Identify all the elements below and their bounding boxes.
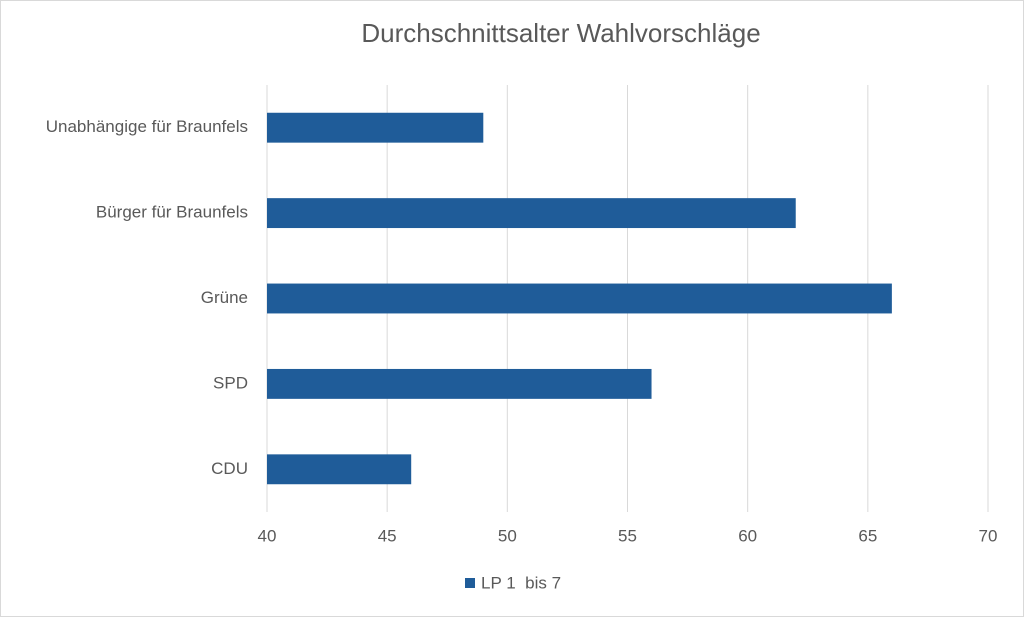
x-tick-label: 70: [979, 526, 998, 545]
x-tick-label: 40: [258, 526, 277, 545]
legend-swatch: [465, 578, 475, 588]
bar: [267, 454, 412, 485]
x-tick-label: 65: [858, 526, 877, 545]
y-tick-label: CDU: [211, 459, 248, 478]
chart-title: Durchschnittsalter Wahlvorschläge: [361, 18, 760, 48]
x-tick-label: 50: [498, 526, 517, 545]
bar: [267, 368, 652, 399]
legend-label: LP 1 bis 7: [481, 573, 561, 592]
y-tick-label: Unabhängige für Braunfels: [46, 117, 248, 136]
y-tick-label: Grüne: [201, 288, 248, 307]
x-tick-label: 60: [738, 526, 757, 545]
y-tick-label: SPD: [213, 373, 248, 392]
bar: [267, 198, 796, 229]
x-tick-label: 55: [618, 526, 637, 545]
y-tick-label: Bürger für Braunfels: [96, 203, 248, 222]
bar: [267, 112, 484, 143]
bar: [267, 283, 892, 314]
x-tick-label: 45: [378, 526, 397, 545]
